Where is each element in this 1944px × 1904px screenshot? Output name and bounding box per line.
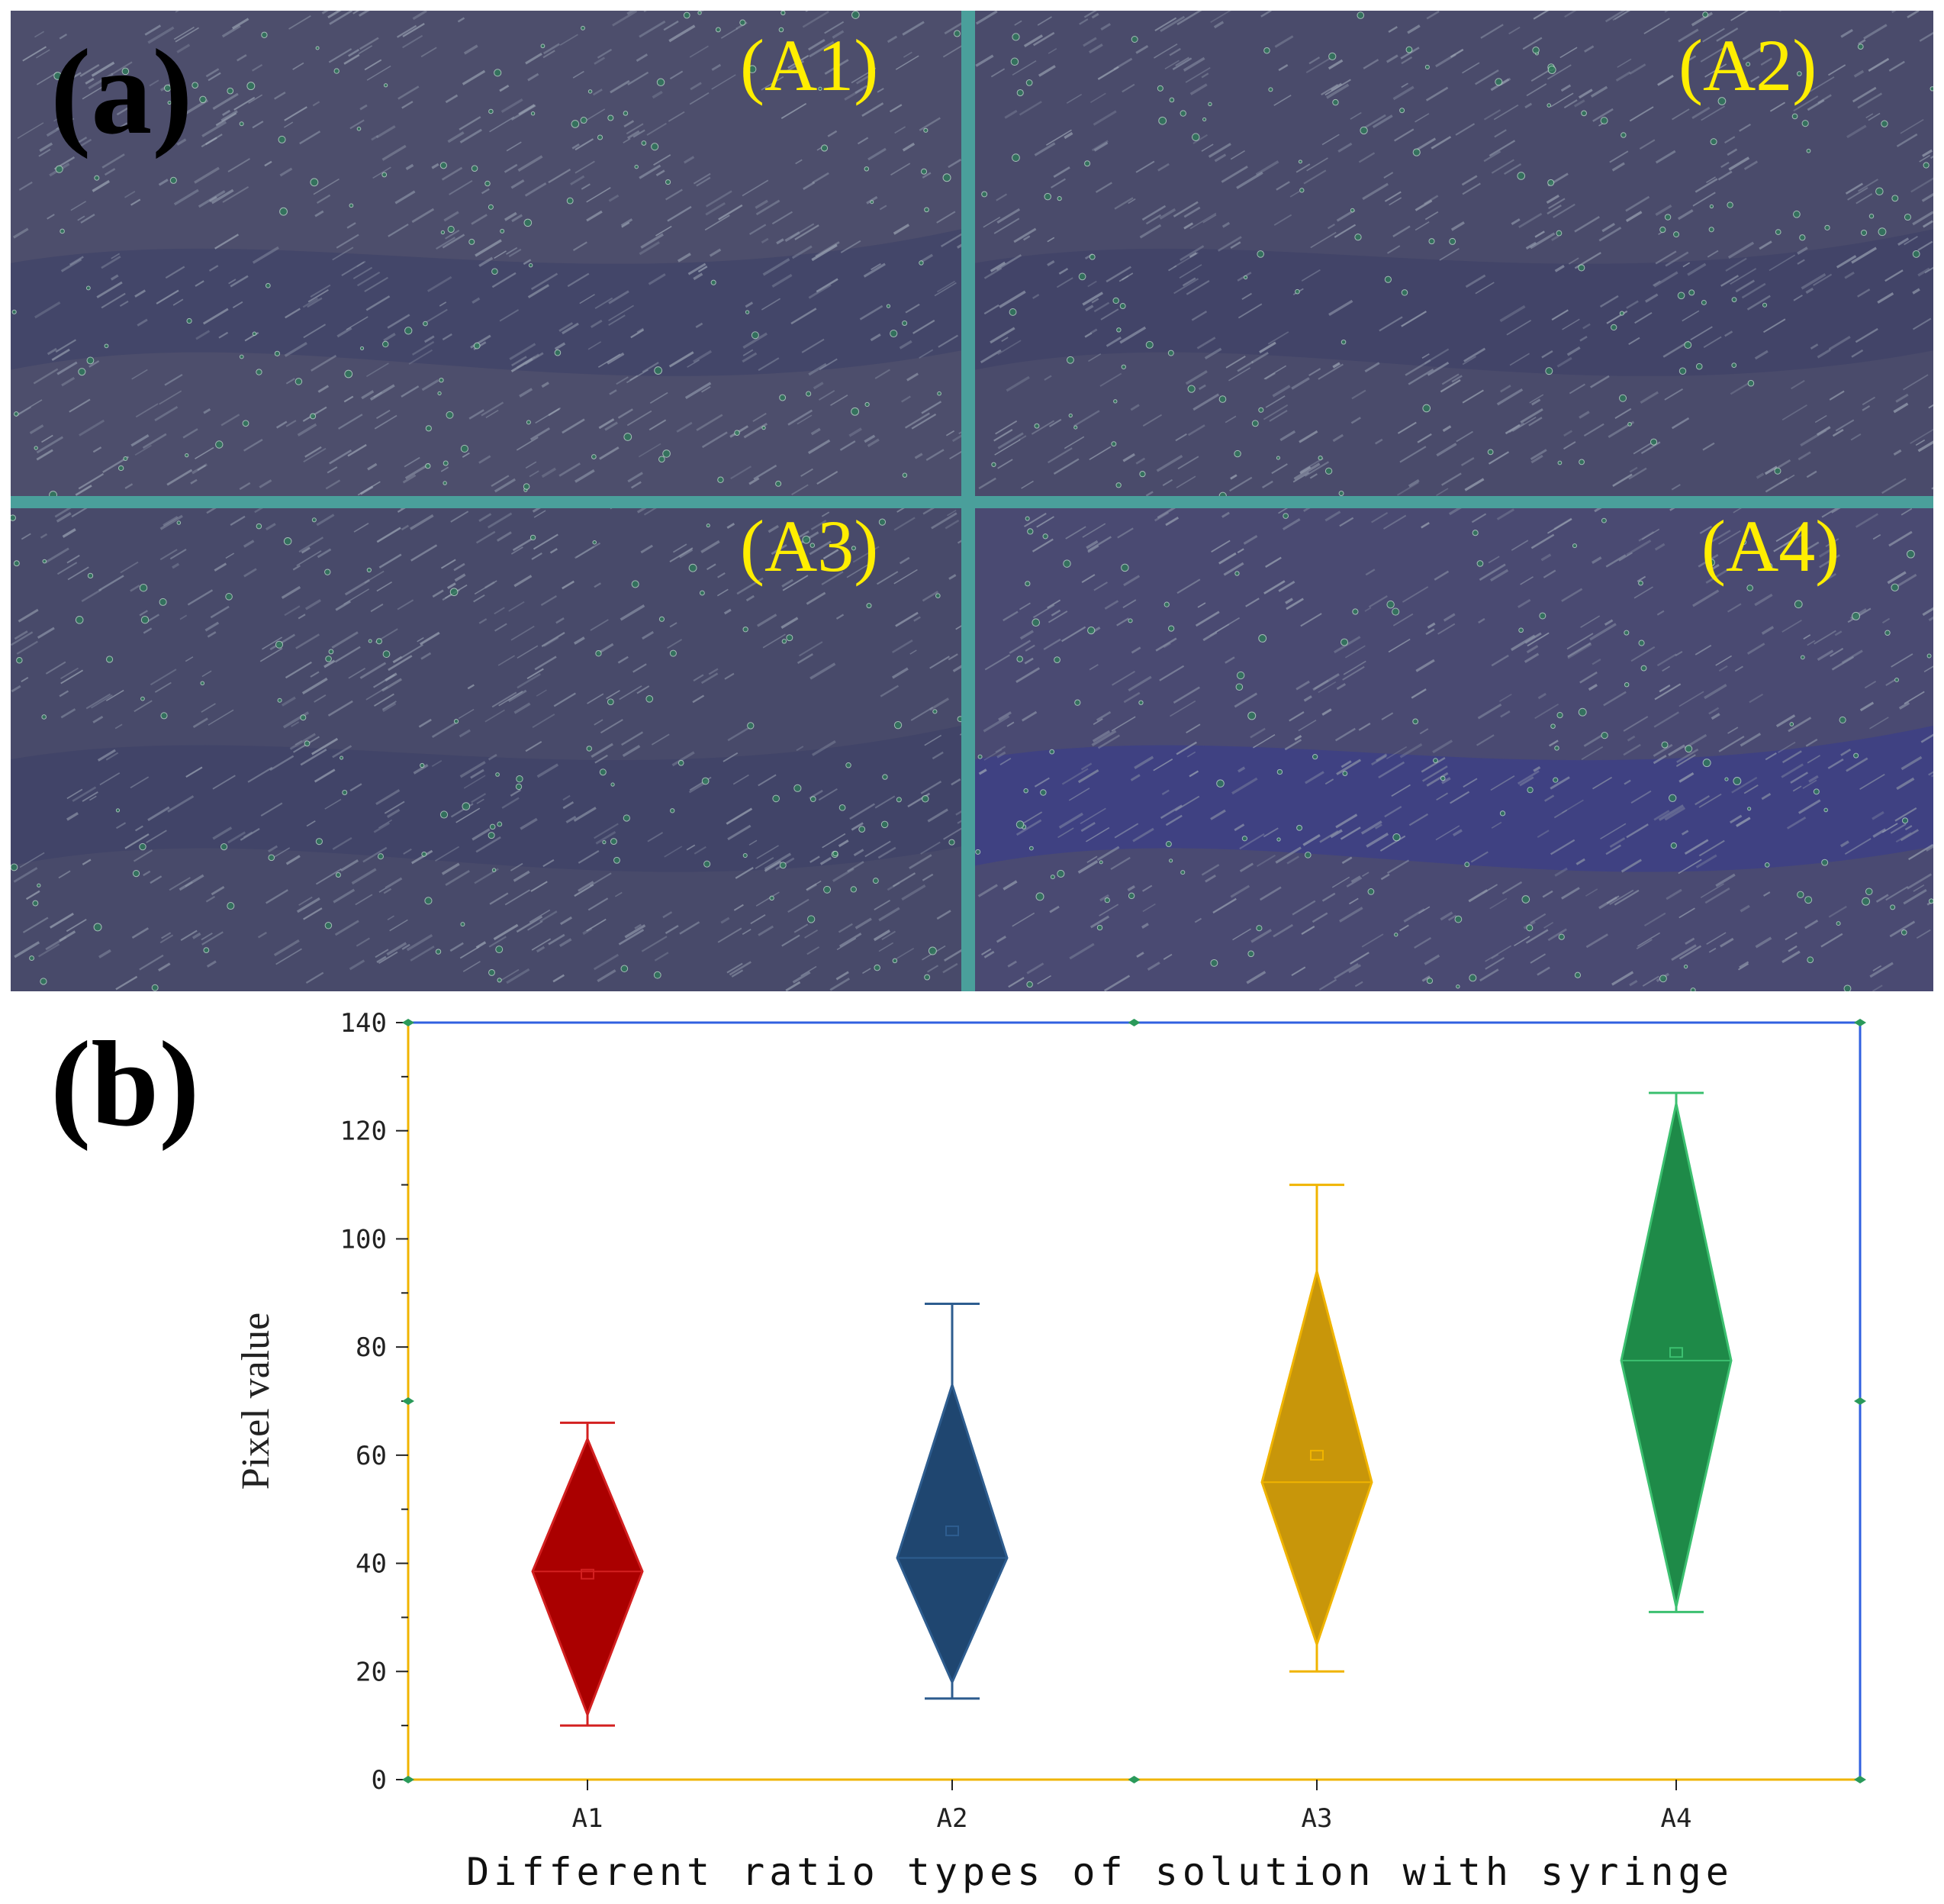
axis-anchor-marker: [1128, 1019, 1141, 1026]
panel-letter-b: (b): [50, 1016, 200, 1152]
violin-a1: [531, 1421, 644, 1727]
micrograph-particles: [975, 513, 1933, 991]
axis-anchor-marker: [402, 1776, 414, 1783]
micrograph-streaks: [977, 508, 1933, 991]
violin-body: [531, 1435, 644, 1719]
micrograph-label-a3: (A3): [740, 505, 879, 587]
micrograph-a4: [975, 508, 1933, 991]
micrograph-label-a2: (A2): [1678, 24, 1817, 106]
micrograph-a3: [11, 508, 961, 991]
violin-body: [896, 1380, 1009, 1686]
micrograph-streaks: [11, 508, 961, 991]
y-tick-label: 20: [356, 1657, 387, 1687]
micrograph-a3-texture: [11, 508, 961, 991]
violin-a2: [896, 1302, 1009, 1700]
x-tick-label: A3: [1302, 1803, 1333, 1834]
violin-a4: [1620, 1091, 1733, 1613]
axis-anchor-marker: [402, 1019, 414, 1026]
micrograph-dark-band: [975, 229, 1933, 376]
violin-chart: 0 20 40 60 80 100 120 140 A1 A2 A3 A4 Pixel value Dif…: [0, 992, 1944, 1904]
axis-anchor-marker: [1128, 1776, 1141, 1783]
axis-anchor-marker: [1854, 1776, 1866, 1783]
micrograph-streaks: [13, 11, 961, 496]
micrograph-a2-texture: [975, 11, 1933, 496]
micrograph-a2: [975, 11, 1933, 496]
micrograph-label-a1: (A1): [740, 24, 879, 106]
x-tick-label: A1: [572, 1803, 603, 1834]
y-tick-label: 140: [340, 1008, 387, 1039]
micrograph-a1: [11, 11, 961, 496]
y-axis-title: Pixel value: [234, 1313, 278, 1490]
mean-marker: [1310, 1449, 1324, 1461]
micrograph-a4-texture: [975, 508, 1933, 991]
y-tick-label: 120: [340, 1116, 387, 1147]
micrograph-grid: [11, 11, 1933, 991]
mean-marker: [581, 1568, 594, 1580]
axis-anchor-marker: [1854, 1397, 1866, 1405]
y-tick-label: 0: [372, 1765, 387, 1796]
y-tick-label: 40: [356, 1549, 387, 1580]
x-axis-title: Different ratio types of solution with s…: [466, 1850, 1733, 1894]
micrograph-dark-band: [975, 725, 1933, 872]
axis-anchor-marker: [402, 1397, 414, 1405]
x-tick-label: A2: [937, 1803, 968, 1834]
micrograph-streaks: [975, 11, 1933, 496]
axis-anchor-marker: [1854, 1019, 1866, 1026]
y-tick-label: 60: [356, 1441, 387, 1471]
y-tick-label: 100: [340, 1224, 387, 1255]
mean-marker: [945, 1525, 959, 1537]
violin-a3: [1260, 1184, 1373, 1673]
violin-body: [1620, 1103, 1733, 1607]
mean-marker: [1669, 1347, 1683, 1358]
panel-letter-a: (a): [50, 24, 193, 159]
violin-body: [1260, 1266, 1373, 1648]
micrograph-label-a4: (A4): [1701, 505, 1840, 587]
micrograph-particles: [11, 514, 961, 991]
micrograph-particles: [11, 11, 961, 496]
y-tick-label: 80: [356, 1332, 387, 1363]
violin-chart-svg: 0 20 40 60 80 100 120 140 A1 A2 A3 A4 Pixel value Dif…: [234, 1008, 1866, 1894]
x-tick-label: A4: [1661, 1803, 1692, 1834]
micrograph-a1-texture: [11, 11, 961, 496]
micrograph-particles: [981, 11, 1933, 496]
